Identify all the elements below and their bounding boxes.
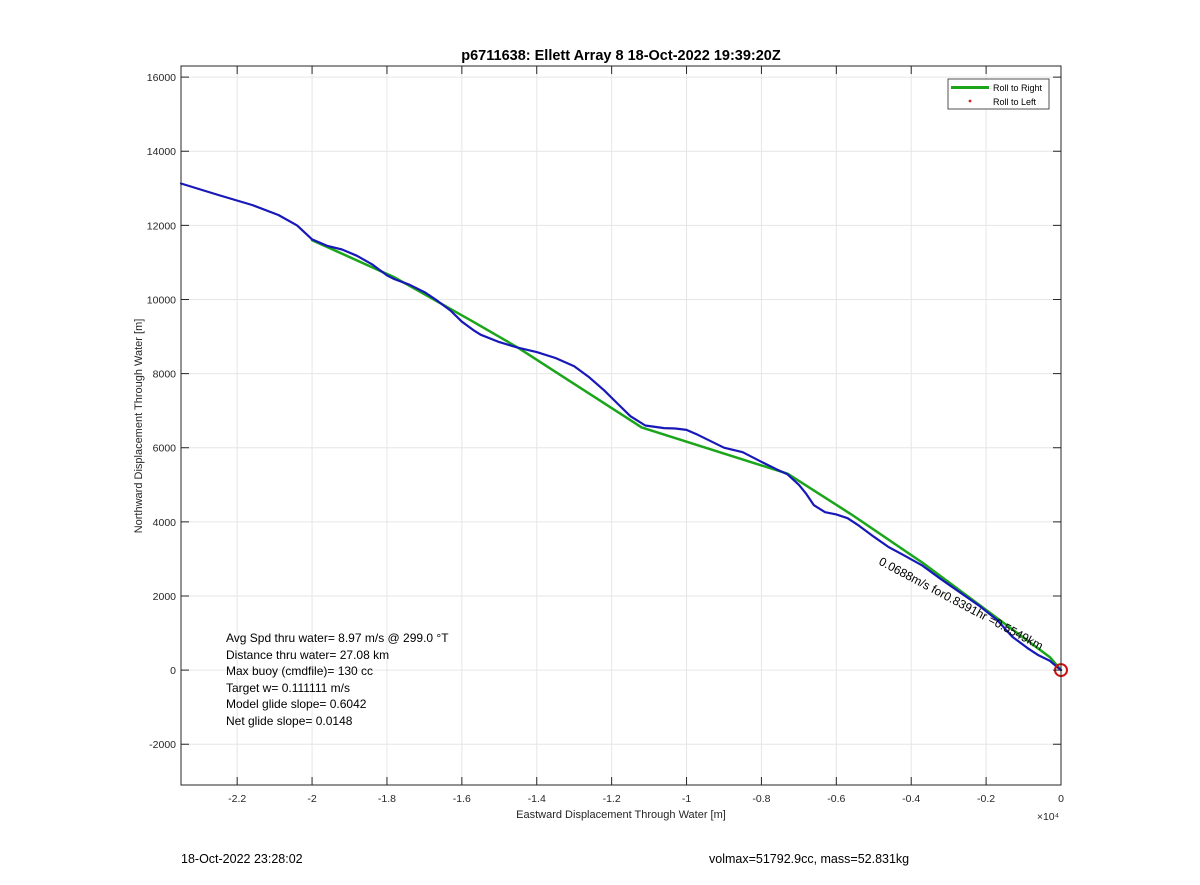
- axis-ticks: -2.2 -2 -1.8 -1.6 -1.4 -1.2 -1 -0.8 -0.6 -0.4 -0.2…: [147, 66, 1064, 805]
- footer-timestamp: 18-Oct-2022 23:28:02: [181, 852, 303, 866]
- y-tick-label: 2000: [153, 591, 177, 603]
- footer-volmax-mass: volmax=51792.9cc, mass=52.831kg: [709, 852, 910, 866]
- y-tick-label: 0: [170, 665, 176, 677]
- x-axis-label: Eastward Displacement Through Water [m]: [516, 809, 726, 821]
- series-track-line: [179, 182, 1063, 672]
- y-tick-label: 14000: [147, 146, 176, 158]
- stats-line-net-glide: Net glide slope= 0.0148: [226, 714, 353, 728]
- stats-line-target-w: Target w= 0.111111 m/s: [226, 681, 350, 695]
- x-axis-exponent: ×10⁴: [1037, 811, 1059, 823]
- y-tick-label: 10000: [147, 294, 176, 306]
- x-tick-label: -1.8: [378, 793, 396, 805]
- legend-box: [947, 78, 1050, 110]
- legend-marker-roll-left: [968, 99, 972, 103]
- stats-line-max-buoy: Max buoy (cmdfile)= 130 cc: [226, 664, 373, 678]
- y-tick-label: 4000: [153, 517, 177, 529]
- y-tick-label: 6000: [153, 443, 177, 455]
- x-tick-label: -0.6: [827, 793, 845, 805]
- stats-line-model-glide: Model glide slope= 0.6042: [226, 697, 367, 711]
- axes-frame: [180, 65, 1062, 786]
- legend: Roll to Right Roll to Left: [947, 78, 1050, 110]
- x-tick-label: -0.8: [752, 793, 770, 805]
- x-tick-label: -2.2: [228, 793, 246, 805]
- chart-title: p6711638: Ellett Array 8 18-Oct-2022 19:…: [461, 48, 781, 64]
- x-tick-label: -0.2: [977, 793, 995, 805]
- stats-annotation: Avg Spd thru water= 8.97 m/s @ 299.0 °T …: [226, 631, 449, 728]
- legend-label-roll-right: Roll to Right: [993, 83, 1043, 93]
- x-tick-label: -1.2: [603, 793, 621, 805]
- y-axis-label: Northward Displacement Through Water [m]: [133, 319, 145, 534]
- stats-line-distance: Distance thru water= 27.08 km: [226, 648, 389, 662]
- x-tick-label: -2: [307, 793, 316, 805]
- y-tick-label: 16000: [147, 72, 176, 84]
- legend-label-roll-left: Roll to Left: [993, 97, 1037, 107]
- x-tick-label: -1: [682, 793, 691, 805]
- x-tick-label: -1.4: [528, 793, 546, 805]
- x-tick-label: -0.4: [902, 793, 920, 805]
- x-tick-label: 0: [1058, 793, 1064, 805]
- y-tick-label: 8000: [153, 369, 177, 381]
- y-tick-label: -2000: [149, 739, 176, 751]
- x-tick-label: -1.6: [453, 793, 471, 805]
- y-tick-label: 12000: [147, 220, 176, 232]
- stats-line-speed: Avg Spd thru water= 8.97 m/s @ 299.0 °T: [226, 631, 449, 645]
